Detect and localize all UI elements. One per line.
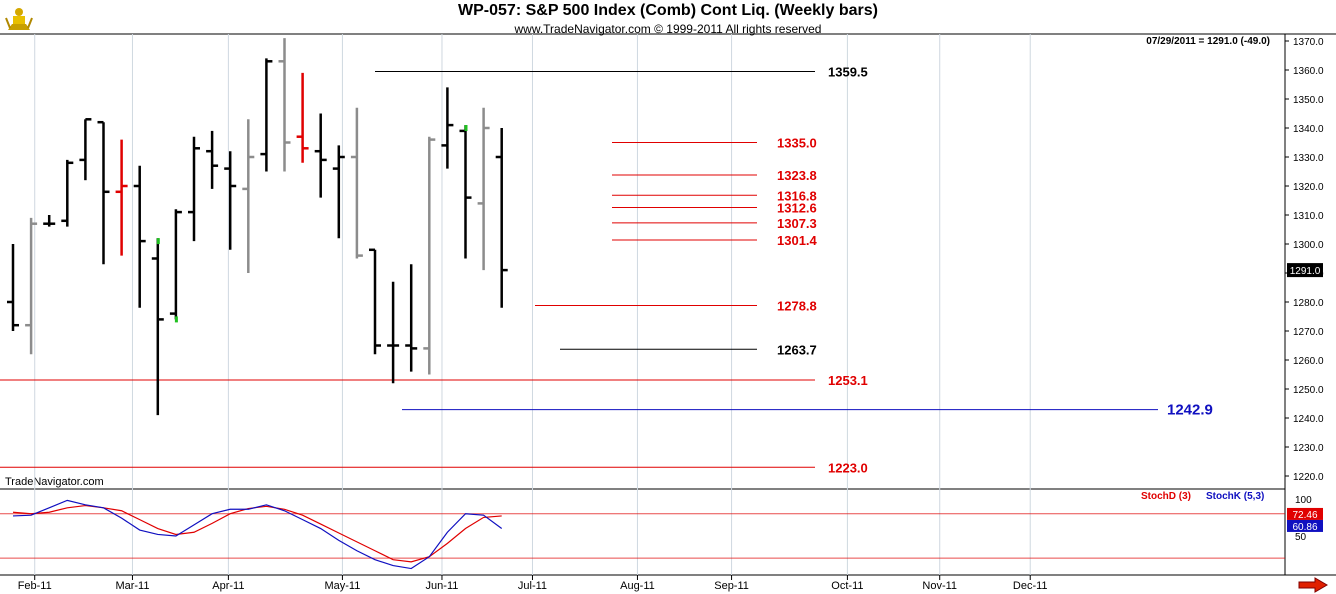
- y-tick-label: 1220.0: [1293, 472, 1324, 483]
- level-label: 1307.3: [777, 216, 817, 231]
- level-label: 1263.7: [777, 342, 817, 357]
- x-tick-label: Oct-11: [831, 580, 863, 592]
- x-tick-label: Jul-11: [518, 580, 547, 592]
- signal-marker: [174, 316, 178, 323]
- y-tick-label: 1360.0: [1293, 66, 1324, 77]
- y-tick-label: 1340.0: [1293, 124, 1324, 135]
- y-tick-label: 1320.0: [1293, 182, 1324, 193]
- x-tick-label: Nov-11: [922, 580, 957, 592]
- scroll-right-arrow-icon[interactable]: [1298, 577, 1328, 593]
- level-label: 1312.6: [777, 200, 817, 215]
- y-tick-label: 1300.0: [1293, 240, 1324, 251]
- y-tick-label: 1240.0: [1293, 414, 1324, 425]
- level-label: 1359.5: [828, 64, 868, 79]
- y-tick-label: 1370.0: [1293, 37, 1324, 48]
- level-label: 1253.1: [828, 373, 868, 388]
- y-tick-label: 1250.0: [1293, 385, 1324, 396]
- osc-tick-label: 100: [1295, 495, 1312, 506]
- level-label: 1223.0: [828, 460, 868, 475]
- stochd-value-box: [1287, 507, 1323, 520]
- copyright-text: www.TradeNavigator.com © 1999-2011 All r…: [514, 22, 822, 36]
- y-tick-label: 1330.0: [1293, 153, 1324, 164]
- chart-title: WP-057: S&P 500 Index (Comb) Cont Liq. (…: [458, 2, 878, 19]
- trade-navigator-logo-icon: [5, 8, 33, 30]
- y-tick-label: 1270.0: [1293, 327, 1324, 338]
- legend-stochk: StochK (5,3): [1206, 491, 1265, 502]
- x-tick-label: Aug-11: [620, 580, 655, 592]
- watermark-text: TradeNavigator.com: [5, 476, 104, 488]
- x-tick-label: Sep-11: [714, 580, 749, 592]
- x-tick-label: Jun-11: [426, 580, 459, 592]
- level-label: 1301.4: [777, 233, 818, 248]
- stochk-value-box: [1287, 519, 1323, 532]
- y-tick-label: 1350.0: [1293, 95, 1324, 106]
- level-label: 1335.0: [777, 136, 817, 151]
- x-tick-label: Mar-11: [115, 580, 149, 592]
- level-label: 1242.9: [1167, 402, 1213, 419]
- x-tick-label: Dec-11: [1013, 580, 1048, 592]
- level-label: 1278.8: [777, 298, 817, 313]
- osc-tick-label: 50: [1295, 532, 1307, 543]
- signal-marker: [464, 125, 468, 131]
- x-tick-label: May-11: [324, 580, 360, 592]
- y-tick-label: 1280.0: [1293, 298, 1324, 309]
- legend-stochd: StochD (3): [1141, 491, 1191, 502]
- y-tick-label: 1310.0: [1293, 211, 1324, 222]
- level-label: 1323.8: [777, 168, 817, 183]
- stochd-value-label: 72.46: [1292, 510, 1317, 521]
- last-price-label: 1291.0: [1290, 266, 1321, 277]
- osc-series-line: [12, 499, 503, 570]
- y-tick-label: 1260.0: [1293, 356, 1324, 367]
- last-price-box: [1287, 263, 1323, 278]
- level-label: 1316.8: [777, 188, 817, 203]
- y-tick-label: 1230.0: [1293, 443, 1324, 454]
- signal-marker: [156, 238, 160, 245]
- last-price-readout: 07/29/2011 = 1291.0 (-49.0): [1146, 36, 1270, 47]
- x-tick-label: Apr-11: [212, 580, 244, 592]
- stochk-value-label: 60.86: [1292, 522, 1317, 533]
- x-tick-label: Feb-11: [18, 580, 52, 592]
